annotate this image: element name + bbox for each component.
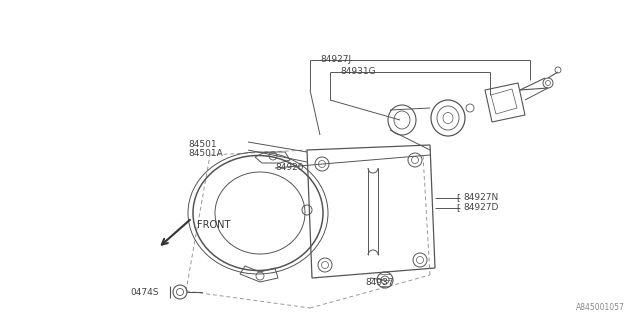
Text: A845001057: A845001057 (576, 303, 625, 312)
Text: 84920: 84920 (275, 163, 303, 172)
Text: FRONT: FRONT (197, 220, 230, 230)
Text: [: [ (456, 203, 460, 212)
Text: 84937: 84937 (365, 278, 394, 287)
Text: 84927N: 84927N (463, 193, 499, 202)
Text: 84501A: 84501A (188, 149, 223, 158)
Text: 84931G: 84931G (340, 67, 376, 76)
Text: 84501: 84501 (188, 140, 216, 149)
Text: 84927D: 84927D (463, 203, 499, 212)
Text: 0474S: 0474S (130, 288, 159, 297)
Text: 84927J: 84927J (320, 55, 351, 64)
Text: [: [ (456, 193, 460, 202)
